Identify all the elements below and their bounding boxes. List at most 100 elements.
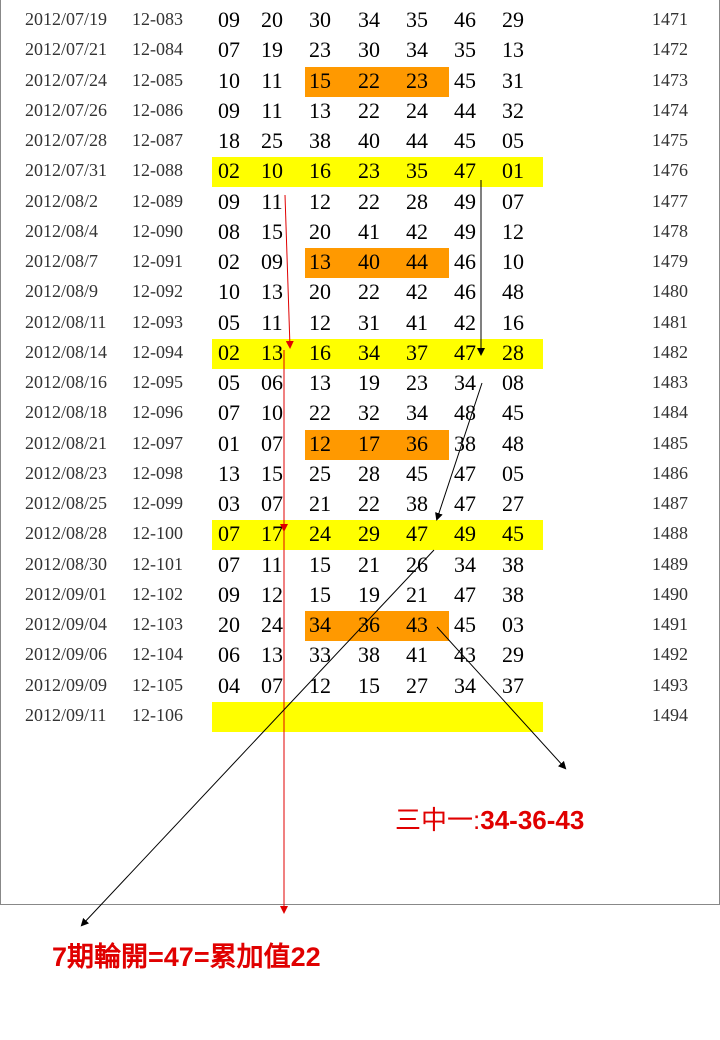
draw-period: 12-093 bbox=[132, 311, 183, 332]
drawn-number: 01 bbox=[218, 430, 240, 456]
drawn-number: 44 bbox=[406, 249, 428, 274]
drawn-number: 47 bbox=[454, 158, 476, 184]
drawn-number: 34 bbox=[454, 672, 476, 698]
draw-period: 12-089 bbox=[132, 190, 183, 211]
drawn-number: 23 bbox=[406, 67, 428, 93]
drawn-number: 12 bbox=[309, 430, 331, 456]
drawn-number: 10 bbox=[502, 249, 524, 274]
table-row: 2012/09/11 12-106 1494 bbox=[0, 701, 720, 732]
drawn-number: 07 bbox=[261, 430, 283, 456]
drawn-number: 22 bbox=[358, 279, 380, 305]
drawn-number: 09 bbox=[218, 188, 240, 214]
draw-period: 12-099 bbox=[132, 493, 183, 513]
draw-index: 1490 bbox=[652, 583, 688, 604]
table-row: 2012/08/21 12-097 01 07 12 17 36 38 48 1485 bbox=[0, 429, 720, 460]
drawn-number: 34 bbox=[454, 551, 476, 577]
drawn-number: 38 bbox=[309, 128, 331, 153]
draw-index: 1486 bbox=[652, 462, 688, 483]
drawn-number: 11 bbox=[261, 309, 283, 335]
drawn-number: 05 bbox=[502, 460, 524, 486]
drawn-number: 42 bbox=[454, 309, 476, 335]
drawn-number: 40 bbox=[358, 128, 380, 153]
drawn-number: 02 bbox=[218, 339, 240, 365]
draw-period: 12-092 bbox=[132, 281, 183, 302]
drawn-number: 06 bbox=[218, 642, 240, 668]
draw-period: 12-104 bbox=[132, 644, 183, 665]
drawn-number: 23 bbox=[358, 158, 380, 184]
draw-date: 2012/07/26 bbox=[25, 99, 108, 120]
drawn-number: 30 bbox=[358, 37, 380, 63]
drawn-number: 34 bbox=[406, 400, 428, 426]
drawn-number: 13 bbox=[261, 339, 283, 365]
drawn-number: 41 bbox=[358, 218, 380, 244]
draw-period: 12-088 bbox=[132, 160, 183, 181]
table-row: 2012/07/28 12-087 18 25 38 40 44 45 05 1475 bbox=[0, 127, 720, 157]
drawn-number: 38 bbox=[454, 430, 476, 456]
table-row: 2012/08/30 12-101 07 11 15 21 26 34 38 1489 bbox=[0, 551, 720, 581]
draw-period: 12-084 bbox=[132, 39, 183, 60]
drawn-number: 18 bbox=[218, 128, 240, 153]
drawn-number: 07 bbox=[218, 521, 240, 547]
draw-period: 12-094 bbox=[132, 341, 183, 362]
draw-date: 2012/07/24 bbox=[25, 69, 108, 90]
drawn-number: 22 bbox=[358, 491, 380, 516]
draw-date: 2012/08/16 bbox=[25, 372, 108, 392]
drawn-number: 22 bbox=[358, 97, 380, 123]
draw-period: 12-096 bbox=[132, 402, 183, 423]
drawn-number: 25 bbox=[261, 128, 283, 153]
draw-index: 1474 bbox=[652, 99, 688, 120]
orange-highlight bbox=[305, 429, 449, 460]
drawn-number: 27 bbox=[502, 491, 524, 516]
drawn-number: 11 bbox=[261, 551, 283, 577]
draw-index: 1473 bbox=[652, 69, 688, 90]
draw-period: 12-103 bbox=[132, 614, 183, 634]
drawn-number: 04 bbox=[218, 672, 240, 698]
draw-date: 2012/09/01 bbox=[25, 583, 108, 604]
drawn-number: 13 bbox=[261, 642, 283, 668]
drawn-number: 35 bbox=[454, 37, 476, 63]
drawn-number: 20 bbox=[309, 218, 331, 244]
drawn-number: 31 bbox=[502, 67, 524, 93]
drawn-number: 45 bbox=[406, 460, 428, 486]
table-row: 2012/08/11 12-093 05 11 12 31 41 42 16 1481 bbox=[0, 309, 720, 339]
drawn-number: 49 bbox=[454, 218, 476, 244]
drawn-number: 07 bbox=[218, 400, 240, 426]
draw-index: 1472 bbox=[652, 39, 688, 60]
drawn-number: 22 bbox=[358, 188, 380, 214]
drawn-number: 09 bbox=[218, 97, 240, 123]
drawn-number: 09 bbox=[261, 249, 283, 274]
drawn-number: 37 bbox=[502, 672, 524, 698]
drawn-number: 47 bbox=[454, 491, 476, 516]
drawn-number: 24 bbox=[261, 612, 283, 637]
drawn-number: 44 bbox=[454, 97, 476, 123]
draw-date: 2012/07/19 bbox=[25, 9, 108, 29]
drawn-number: 10 bbox=[261, 400, 283, 426]
drawn-number: 11 bbox=[261, 188, 283, 214]
drawn-number: 29 bbox=[502, 642, 524, 668]
drawn-number: 47 bbox=[454, 339, 476, 365]
drawn-number: 41 bbox=[406, 309, 428, 335]
drawn-number: 34 bbox=[358, 339, 380, 365]
drawn-number: 36 bbox=[358, 612, 380, 637]
drawn-number: 13 bbox=[309, 97, 331, 123]
table-row: 2012/08/18 12-096 07 10 22 32 34 48 45 1484 bbox=[0, 399, 720, 429]
draw-date: 2012/09/06 bbox=[25, 644, 108, 665]
table-row: 2012/08/25 12-099 03 07 21 22 38 47 27 1487 bbox=[0, 490, 720, 520]
black-arrow-103-to-note bbox=[436, 626, 567, 770]
draw-date: 2012/08/18 bbox=[25, 402, 108, 423]
drawn-number: 03 bbox=[218, 491, 240, 516]
drawn-number: 45 bbox=[454, 128, 476, 153]
three-hit-note: 三中一:34-36-43 bbox=[395, 800, 584, 837]
drawn-number: 47 bbox=[454, 581, 476, 607]
drawn-number: 42 bbox=[406, 218, 428, 244]
draw-period: 12-106 bbox=[132, 704, 183, 725]
drawn-number: 38 bbox=[502, 581, 524, 607]
table-row: 2012/08/7 12-091 02 09 13 40 44 46 10 1479 bbox=[0, 248, 720, 278]
draw-index: 1483 bbox=[652, 372, 688, 392]
table-row: 2012/08/2 12-089 09 11 12 22 28 49 07 1477 bbox=[0, 188, 720, 218]
drawn-number: 06 bbox=[261, 370, 283, 395]
drawn-number: 36 bbox=[406, 430, 428, 456]
draw-index: 1488 bbox=[652, 523, 688, 544]
drawn-number: 34 bbox=[358, 7, 380, 32]
drawn-number: 12 bbox=[261, 581, 283, 607]
